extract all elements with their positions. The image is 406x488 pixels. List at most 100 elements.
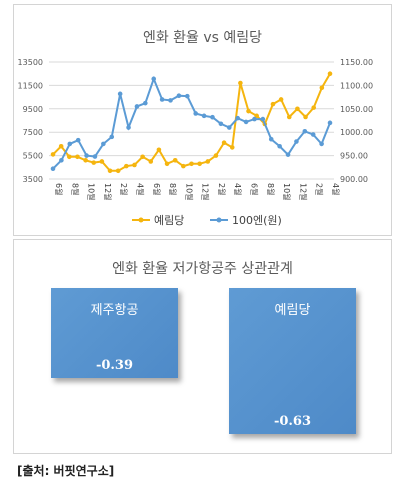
- bar-value-yearimdang: -0.63: [273, 414, 312, 429]
- data-point: [221, 140, 227, 146]
- y-left-tick-label: 7500: [23, 128, 43, 137]
- y-right-tick-label: 900.00: [340, 175, 368, 184]
- data-point: [59, 157, 64, 163]
- y-left-tick-label: 5500: [23, 152, 43, 161]
- x-tick-label: 10월: [184, 183, 194, 201]
- data-point: [83, 157, 88, 163]
- data-point: [50, 166, 56, 172]
- data-point: [319, 85, 325, 91]
- y-left-tick-label: 9500: [23, 105, 43, 114]
- x-tick-label: 12월: [201, 183, 211, 201]
- data-point: [185, 93, 190, 99]
- data-point: [109, 134, 115, 140]
- data-point: [101, 141, 106, 147]
- data-point: [254, 113, 259, 119]
- data-point: [156, 147, 162, 153]
- bar-label-jeju-air: 제주항공: [90, 303, 139, 318]
- data-point: [132, 162, 137, 168]
- data-point: [201, 113, 207, 119]
- data-point: [181, 163, 186, 169]
- line-chart-title: 엔화 환율 vs 예림당: [142, 30, 263, 46]
- data-point: [124, 163, 129, 169]
- x-tick-label: 4월: [331, 183, 341, 195]
- source-caption: [출처: 버핏연구소]: [17, 464, 115, 478]
- data-point: [75, 137, 81, 143]
- x-tick-label: 6월: [250, 183, 260, 195]
- y-left-tick-label: 11500: [18, 81, 43, 90]
- x-tick-label: 8월: [266, 183, 276, 195]
- bar-chart-title: 엔화 환율 저가항공주 상관관계: [112, 261, 293, 277]
- series-line-yen: [52, 76, 331, 170]
- data-point: [243, 119, 249, 125]
- data-point: [319, 141, 324, 147]
- data-point: [278, 97, 284, 102]
- data-point: [229, 145, 235, 150]
- data-point: [140, 154, 145, 160]
- data-point: [164, 161, 170, 167]
- data-point: [117, 91, 123, 97]
- x-tick-label: 6월: [54, 183, 64, 195]
- x-tick-label: 2월: [119, 183, 129, 195]
- line-chart-panel: 엔화 환율 vs 예림당 3500 5500 7500 9500 11500 13500 9…: [13, 4, 392, 236]
- data-point: [66, 154, 72, 160]
- data-point: [286, 114, 292, 120]
- data-point: [189, 161, 194, 167]
- data-point: [327, 71, 333, 76]
- data-point: [252, 116, 257, 122]
- y-left-tick-label: 13500: [18, 58, 43, 67]
- y-right-tick-label: 1150.00: [340, 58, 373, 67]
- bar-label-yearimdang: 예림당: [274, 303, 311, 318]
- data-point: [270, 101, 276, 107]
- y-right-tick-label: 950.00: [340, 152, 368, 161]
- data-point: [172, 157, 178, 163]
- x-tick-label: 12월: [298, 183, 308, 201]
- data-point: [107, 168, 113, 174]
- bar-chart-panel: 엔화 환율 저가항공주 상관관계 제주항공 -0.39 예림당 -0.63: [13, 239, 392, 454]
- x-tick-label: 12월: [103, 183, 113, 201]
- x-tick-label: 2월: [217, 183, 227, 195]
- data-point: [285, 152, 291, 157]
- data-point: [168, 98, 173, 103]
- data-point: [148, 159, 154, 164]
- data-point: [303, 114, 308, 120]
- data-point: [268, 136, 274, 142]
- data-point: [159, 97, 165, 102]
- y-right-tick-label: 1050.00: [340, 105, 373, 114]
- data-point: [92, 154, 98, 159]
- data-point: [143, 100, 148, 106]
- data-point: [126, 125, 131, 130]
- data-point: [99, 159, 105, 164]
- legend-marker: [216, 217, 222, 223]
- data-point: [210, 114, 215, 120]
- data-point: [238, 80, 243, 86]
- data-point: [205, 159, 211, 164]
- legend-label: 예림당: [154, 214, 184, 227]
- data-point: [246, 108, 251, 114]
- x-tick-label: 10월: [282, 183, 292, 201]
- y-right-tick-label: 1100.00: [340, 81, 373, 90]
- bar-jeju-air: 제주항공 -0.39: [51, 288, 178, 378]
- data-point: [197, 161, 202, 167]
- data-point: [310, 132, 316, 137]
- data-point: [193, 111, 198, 116]
- bar-yearimdang: 예림당 -0.63: [229, 288, 356, 434]
- data-point: [311, 105, 317, 110]
- y-left-tick-label: 3500: [23, 175, 43, 184]
- data-point: [277, 143, 282, 149]
- data-point: [151, 76, 157, 82]
- data-point: [75, 154, 80, 160]
- x-tick-label: 6월: [152, 183, 162, 195]
- legend-label: 100엔(원): [232, 214, 282, 227]
- data-point: [67, 141, 73, 147]
- line-chart: 3500 5500 7500 9500 11500 13500 900.00 950.00 10…: [18, 58, 374, 227]
- data-point: [58, 143, 64, 149]
- data-point: [91, 160, 97, 165]
- data-point: [176, 93, 182, 98]
- data-point: [327, 120, 333, 126]
- x-tick-label: 8월: [70, 183, 80, 195]
- data-point: [260, 116, 266, 122]
- data-point: [115, 168, 121, 174]
- data-point: [226, 125, 232, 130]
- data-point: [302, 128, 308, 134]
- x-tick-label: 4월: [135, 183, 145, 195]
